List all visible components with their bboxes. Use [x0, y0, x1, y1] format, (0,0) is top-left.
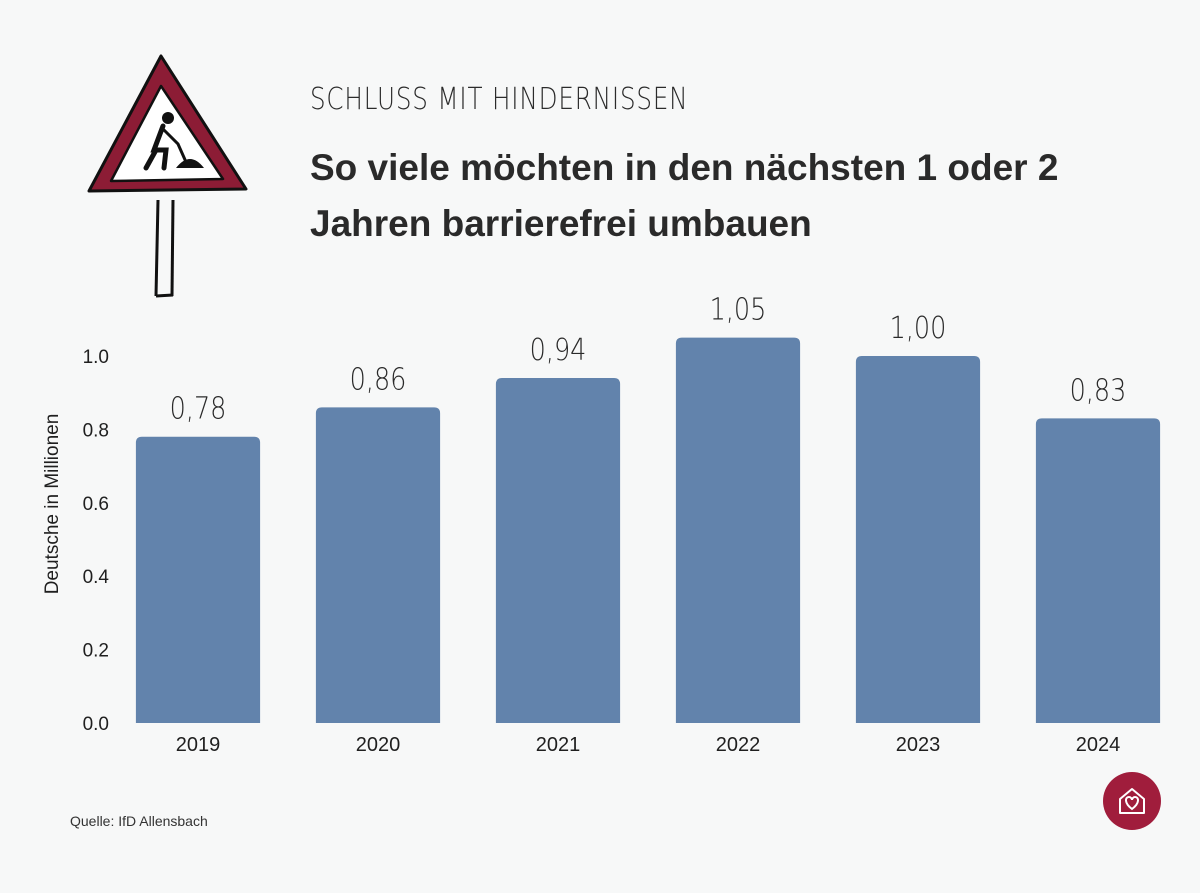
bars-group: 0,78 0,86 0,94 1,05 1,00 0,83: [135, 292, 1161, 723]
bar-2020: [315, 407, 441, 723]
house-heart-icon[interactable]: [1103, 772, 1161, 830]
x-tick-label: 2024: [1076, 734, 1121, 756]
bar-value-label: 1,00: [890, 310, 947, 346]
bar-value-label: 0,83: [1070, 372, 1127, 408]
y-tick-label: 0.0: [83, 714, 109, 735]
bar-2021: [495, 378, 621, 723]
y-axis-label: Deutsche in Millionen: [42, 414, 63, 595]
house-heart-glyph: [1119, 788, 1145, 814]
bar-value-label: 0,94: [530, 332, 587, 368]
x-tick-label: 2019: [176, 734, 221, 756]
kicker-text: SCHLUSS MIT HINDERNISSEN: [310, 82, 689, 117]
bar-value-label: 1,05: [710, 292, 767, 328]
chart-title: So viele möchten in den nächsten 1 oder …: [310, 147, 1059, 244]
bar-2022: [675, 337, 801, 723]
x-axis: 2019 2020 2021 2022 2023 2024: [176, 734, 1121, 756]
x-tick-label: 2022: [716, 734, 761, 756]
y-tick-label: 0.2: [83, 641, 109, 662]
y-tick-label: 0.4: [83, 567, 110, 588]
y-tick-label: 1.0: [83, 347, 109, 368]
x-tick-label: 2020: [356, 734, 401, 756]
x-tick-label: 2021: [536, 734, 581, 756]
y-tick-label: 0.6: [83, 494, 109, 515]
bar-2023: [855, 356, 981, 723]
y-axis: 0.0 0.2 0.4 0.6 0.8 1.0: [83, 347, 110, 735]
bar-2024: [1035, 418, 1161, 723]
construction-sign-icon: [87, 54, 248, 298]
bar-value-label: 0,78: [170, 391, 227, 427]
x-tick-label: 2023: [896, 734, 941, 756]
source-note: Quelle: IfD Allensbach: [70, 813, 208, 829]
bar-chart: 0.00.20.40.60.81.0 0,780,860,941,051,000…: [42, 292, 1161, 756]
y-tick-label: 0.8: [83, 420, 109, 441]
bar-2019: [135, 436, 261, 723]
bar-value-label: 0,86: [350, 361, 407, 397]
